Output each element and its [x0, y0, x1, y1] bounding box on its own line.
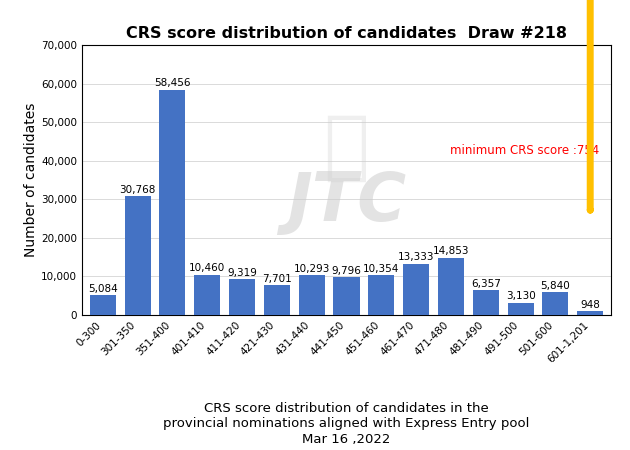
Text: 6,357: 6,357 [471, 279, 501, 289]
Bar [508, 303, 534, 315]
Text: 13,333: 13,333 [398, 252, 434, 262]
Text: 10,354: 10,354 [363, 264, 399, 274]
Bar [369, 275, 394, 315]
Text: 🕊: 🕊 [324, 111, 369, 184]
Bar [403, 264, 429, 315]
Bar [125, 196, 151, 315]
Bar [438, 258, 464, 315]
Text: CRS score distribution of candidates in the
provincial nominations aligned with : CRS score distribution of candidates in … [163, 402, 530, 446]
Text: 7,701: 7,701 [262, 274, 292, 284]
Text: 10,293: 10,293 [294, 264, 330, 274]
Text: 5,840: 5,840 [541, 281, 570, 291]
Bar [194, 274, 220, 315]
Bar [264, 285, 290, 315]
Text: JTC: JTC [287, 169, 406, 234]
Bar [159, 90, 185, 315]
Bar [89, 295, 116, 315]
Text: 3,130: 3,130 [506, 292, 536, 302]
Bar [333, 277, 360, 315]
Bar [577, 311, 604, 315]
Text: 10,460: 10,460 [189, 263, 226, 273]
Bar [472, 291, 499, 315]
Text: minimum CRS score :754: minimum CRS score :754 [450, 144, 599, 158]
Text: 30,768: 30,768 [120, 185, 156, 195]
Text: 14,853: 14,853 [433, 246, 469, 256]
Text: 58,456: 58,456 [154, 78, 191, 88]
Text: 948: 948 [580, 300, 600, 310]
Text: 9,796: 9,796 [331, 266, 362, 276]
Text: 5,084: 5,084 [88, 284, 118, 294]
Bar [542, 292, 568, 315]
Text: 9,319: 9,319 [227, 267, 257, 278]
Y-axis label: Number of candidates: Number of candidates [25, 103, 38, 257]
Bar [229, 279, 255, 315]
Bar [299, 275, 324, 315]
Title: CRS score distribution of candidates  Draw #218: CRS score distribution of candidates Dra… [126, 26, 567, 41]
